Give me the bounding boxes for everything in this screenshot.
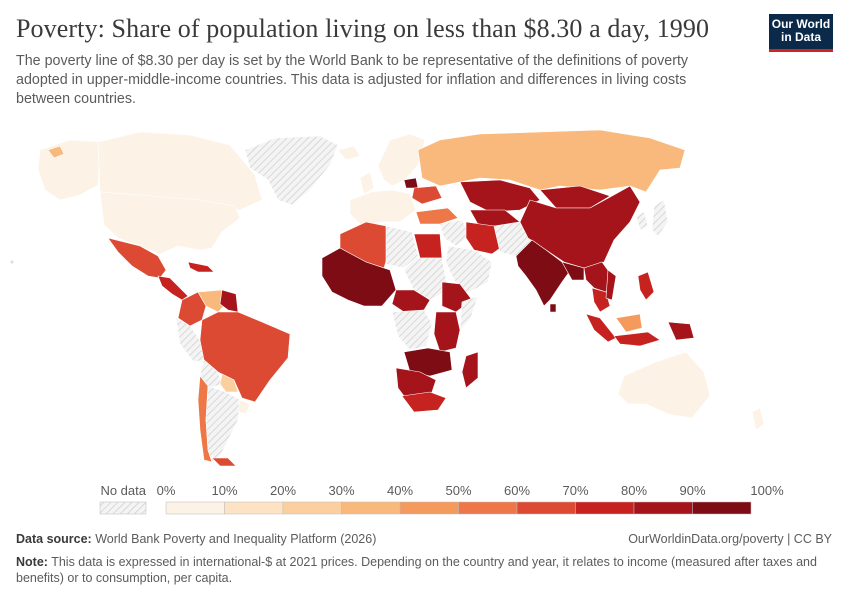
- country-aleutian-small[interactable]: [47, 145, 65, 159]
- owid-logo[interactable]: Our World in Data: [769, 14, 833, 52]
- legend-tick-label: 30%: [328, 483, 354, 498]
- country-madagascar[interactable]: [461, 351, 479, 389]
- country-korea[interactable]: [635, 211, 649, 231]
- country-guyanas[interactable]: [219, 289, 239, 313]
- country-alaska[interactable]: [37, 139, 101, 201]
- note-text: This data is expressed in international-…: [16, 555, 817, 585]
- country-western-europe[interactable]: [349, 189, 417, 227]
- country-egypt[interactable]: [413, 233, 443, 259]
- note: Note: This data is expressed in internat…: [16, 554, 826, 586]
- country-usa[interactable]: [99, 191, 241, 255]
- country-bolivia[interactable]: [199, 359, 223, 389]
- world-map: [10, 129, 765, 467]
- country-uk[interactable]: [359, 171, 375, 195]
- note-label: Note:: [16, 555, 48, 569]
- country-scandinavia[interactable]: [377, 133, 426, 187]
- legend-no-data-label: No data: [100, 483, 146, 498]
- legend: No data 0% 10% 20% 30% 40% 50% 60% 70% 80% 90% 100…: [99, 483, 784, 515]
- country-malaysia[interactable]: [615, 313, 643, 333]
- country-caribbean[interactable]: [187, 261, 215, 273]
- country-thailand-cambodia[interactable]: [591, 287, 611, 313]
- country-new-zealand[interactable]: [751, 407, 765, 431]
- legend-bin[interactable]: [282, 501, 342, 515]
- legend-tick-label: 60%: [504, 483, 530, 498]
- data-source-text: World Bank Poverty and Inequality Platfo…: [95, 532, 377, 546]
- legend-bin[interactable]: [458, 501, 518, 515]
- country-india[interactable]: [515, 239, 573, 307]
- legend-tick-label: 70%: [562, 483, 588, 498]
- country-central-america[interactable]: [157, 275, 189, 301]
- legend-tick-label: 90%: [679, 483, 705, 498]
- country-philippines[interactable]: [637, 271, 655, 301]
- legend-ticks: 0% 10% 20% 30% 40% 50% 60% 70% 80% 90% 100%: [157, 483, 784, 498]
- legend-bin[interactable]: [692, 501, 752, 515]
- legend-tick-label: 10%: [211, 483, 237, 498]
- country-somalia[interactable]: [459, 295, 479, 331]
- country-uruguay[interactable]: [237, 399, 251, 415]
- legend-bins: [165, 501, 752, 515]
- country-argentina[interactable]: [205, 385, 241, 463]
- logo-line-2: in Data: [780, 30, 821, 44]
- country-libya[interactable]: [385, 225, 419, 269]
- country-vietnam[interactable]: [605, 269, 617, 301]
- country-sri-lanka[interactable]: [549, 303, 557, 313]
- legend-bin[interactable]: [165, 501, 225, 515]
- country-belarus[interactable]: [403, 177, 419, 189]
- country-west-africa[interactable]: [321, 247, 397, 307]
- legend-tick-label: 80%: [621, 483, 647, 498]
- country-arabia[interactable]: [445, 245, 493, 295]
- country-iceland[interactable]: [337, 145, 361, 161]
- country-russia[interactable]: [417, 129, 686, 193]
- legend-tick-label: 50%: [445, 483, 471, 498]
- legend-tick-label: 20%: [270, 483, 296, 498]
- source-url[interactable]: OurWorldinData.org/poverty | CC BY: [628, 532, 832, 546]
- island-hawaii: [10, 260, 14, 264]
- data-source: Data source: World Bank Poverty and Ineq…: [16, 532, 376, 546]
- country-papua[interactable]: [667, 321, 695, 341]
- country-paraguay[interactable]: [219, 373, 239, 393]
- country-nepal-bangladesh[interactable]: [561, 261, 585, 281]
- country-syria-iraq[interactable]: [439, 219, 471, 247]
- country-turkey[interactable]: [415, 207, 459, 225]
- country-indonesia-east[interactable]: [613, 331, 661, 347]
- legend-bin[interactable]: [341, 501, 401, 515]
- country-australia[interactable]: [617, 351, 711, 419]
- country-ukraine[interactable]: [411, 185, 443, 205]
- country-sumatra[interactable]: [585, 313, 617, 343]
- country-greenland[interactable]: [244, 135, 339, 206]
- legend-tick-label: 0%: [157, 483, 176, 498]
- legend-bin[interactable]: [224, 501, 284, 515]
- country-east-africa[interactable]: [433, 311, 461, 353]
- legend-no-data-swatch[interactable]: [99, 501, 147, 515]
- country-mongolia[interactable]: [539, 185, 611, 209]
- legend-bin[interactable]: [399, 501, 459, 515]
- legend-bin[interactable]: [516, 501, 576, 515]
- country-japan[interactable]: [651, 199, 669, 237]
- legend-bin[interactable]: [633, 501, 693, 515]
- country-central-africa[interactable]: [391, 309, 433, 351]
- legend-tick-label: 40%: [387, 483, 413, 498]
- data-source-label: Data source:: [16, 532, 92, 546]
- chart-subtitle: The poverty line of $8.30 per day is set…: [16, 53, 689, 107]
- country-tierra-del-fuego[interactable]: [211, 457, 237, 467]
- legend-bin[interactable]: [575, 501, 635, 515]
- country-south-africa[interactable]: [401, 391, 447, 413]
- legend-tick-label: 100%: [750, 483, 784, 498]
- logo-line-1: Our World: [771, 17, 831, 31]
- chart-title: Poverty: Share of population living on l…: [16, 14, 710, 43]
